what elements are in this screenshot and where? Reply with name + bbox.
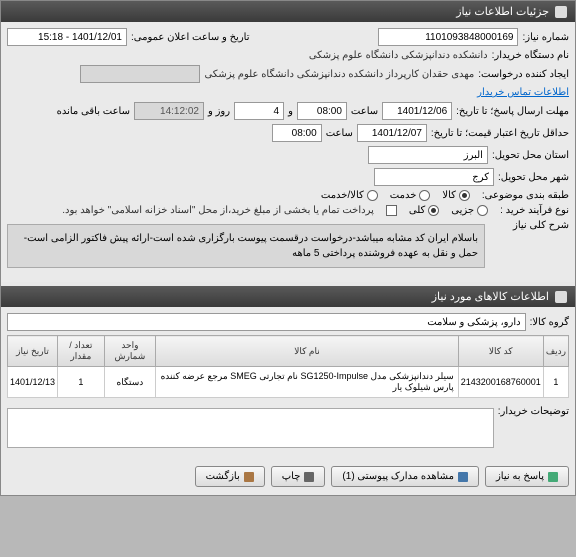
radio-partial[interactable]: جزیی xyxy=(451,205,488,216)
announce-field: 1401/12/01 - 15:18 xyxy=(7,28,127,46)
section-icon xyxy=(555,291,567,303)
docs-button[interactable]: مشاهده مدارک پیوستی (1) xyxy=(331,466,479,487)
validity-date: 1401/12/07 xyxy=(357,124,427,142)
cell-row: 1 xyxy=(543,367,568,398)
city-label: شهر محل تحویل: xyxy=(498,172,569,183)
form-content: شماره نیاز: 1101093848000169 تاریخ و ساع… xyxy=(1,22,575,282)
days-field: 4 xyxy=(234,102,284,120)
deadline-date: 1401/12/06 xyxy=(382,102,452,120)
cell-date: 1401/12/13 xyxy=(8,367,58,398)
deadline-label: مهلت ارسال پاسخ؛ تا تاریخ: xyxy=(456,106,569,117)
need-number-label: شماره نیاز: xyxy=(522,32,569,43)
radio-both-dot xyxy=(367,190,378,201)
radio-goods[interactable]: کالا xyxy=(442,190,470,201)
cell-name: سیلر دندانپزشکی مدل SG1250-Impulse نام ت… xyxy=(156,367,459,398)
window-titlebar: جزئیات اطلاعات نیاز xyxy=(1,1,575,22)
items-table: ردیف کد کالا نام کالا واحد شمارش تعداد /… xyxy=(7,335,569,398)
validity-label: حداقل تاریخ اعتبار قیمت؛ تا تاریخ: xyxy=(431,128,569,139)
back-icon xyxy=(244,472,254,482)
group-label: گروه کالا: xyxy=(530,317,569,328)
deadline-time: 08:00 xyxy=(297,102,347,120)
need-details-window: جزئیات اطلاعات نیاز شماره نیاز: 11010938… xyxy=(0,0,576,496)
contact-field-empty xyxy=(80,65,200,83)
payment-note: پرداخت تمام یا بخشی از مبلغ خرید،از محل … xyxy=(62,205,374,216)
buyer-notes-label: توضیحات خریدار: xyxy=(498,406,569,417)
cell-code: 2143200168760001 xyxy=(458,367,543,398)
radio-service[interactable]: خدمت xyxy=(390,190,431,201)
buyer-notes-area xyxy=(7,408,494,448)
announce-label: تاریخ و ساعت اعلان عمومی: xyxy=(131,32,250,43)
cell-unit: دستگاه xyxy=(104,367,156,398)
desc-box: باسلام ایران کد مشابه میباشد-درخواست درق… xyxy=(7,224,485,268)
th-unit: واحد شمارش xyxy=(104,336,156,367)
items-section-header: اطلاعات کالاهای مورد نیاز xyxy=(1,286,575,307)
reply-icon xyxy=(548,472,558,482)
time-label-2: ساعت xyxy=(326,128,353,139)
creator-value: مهدی حقدان کارپرداز دانشکده دندانپزشکی د… xyxy=(204,69,474,80)
th-qty: تعداد / مقدار xyxy=(58,336,105,367)
back-button[interactable]: بازگشت xyxy=(195,466,265,487)
category-label: طبقه بندی موضوعی: xyxy=(482,190,569,201)
group-field: دارو، پزشکی و سلامت xyxy=(7,313,526,331)
validity-time: 08:00 xyxy=(272,124,322,142)
buyer-label: نام دستگاه خریدار: xyxy=(492,50,569,61)
th-row: ردیف xyxy=(543,336,568,367)
province-label: استان محل تحویل: xyxy=(492,150,569,161)
payment-check[interactable] xyxy=(386,205,397,216)
cell-qty: 1 xyxy=(58,367,105,398)
radio-both[interactable]: کالا/خدمت xyxy=(321,190,378,201)
purchase-type-label: نوع فرآیند خرید : xyxy=(500,205,569,216)
need-number-field: 1101093848000169 xyxy=(378,28,518,46)
radio-full-dot xyxy=(428,205,439,216)
desc-label: شرح کلی نیاز xyxy=(489,220,569,231)
th-name: نام کالا xyxy=(156,336,459,367)
title-icon xyxy=(555,6,567,18)
print-button[interactable]: چاپ xyxy=(271,466,326,487)
items-section-title: اطلاعات کالاهای مورد نیاز xyxy=(432,290,549,303)
th-date: تاریخ نیاز xyxy=(8,336,58,367)
radio-full[interactable]: کلی xyxy=(409,205,439,216)
payment-checkbox xyxy=(386,205,397,216)
radio-partial-dot xyxy=(477,205,488,216)
city-field: کرج xyxy=(374,168,494,186)
creator-label: ایجاد کننده درخواست: xyxy=(478,69,569,80)
reply-button[interactable]: پاسخ به نیاز xyxy=(485,466,569,487)
time-label-1: ساعت xyxy=(351,106,378,117)
table-row[interactable]: 1 2143200168760001 سیلر دندانپزشکی مدل S… xyxy=(8,367,569,398)
and-label: و xyxy=(288,106,293,117)
window-title: جزئیات اطلاعات نیاز xyxy=(456,5,549,18)
day-label: روز و xyxy=(208,106,230,117)
docs-icon xyxy=(458,472,468,482)
buyer-value: دانشکده دندانپزشکی دانشگاه علوم پزشکی xyxy=(309,50,488,61)
button-bar: پاسخ به نیاز مشاهده مدارک پیوستی (1) چاپ… xyxy=(1,458,575,495)
province-field: البرز xyxy=(368,146,488,164)
radio-service-dot xyxy=(419,190,430,201)
items-section-body: گروه کالا: دارو، پزشکی و سلامت ردیف کد ک… xyxy=(1,307,575,458)
th-code: کد کالا xyxy=(458,336,543,367)
contact-link[interactable]: اطلاعات تماس خریدار xyxy=(477,87,569,98)
print-icon xyxy=(304,472,314,482)
remaining-time: 14:12:02 xyxy=(134,102,204,120)
radio-goods-dot xyxy=(459,190,470,201)
remaining-label: ساعت باقی مانده xyxy=(57,106,130,117)
